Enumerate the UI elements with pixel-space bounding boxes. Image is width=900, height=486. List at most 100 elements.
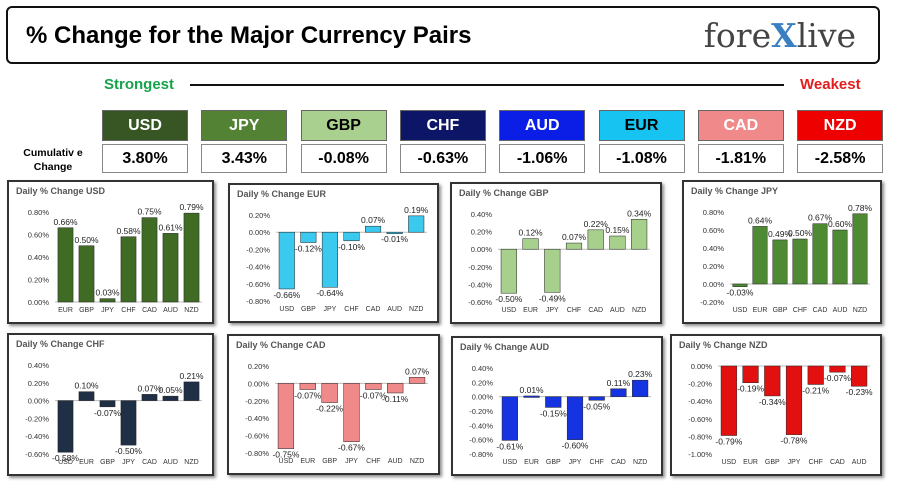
bar-cad xyxy=(365,225,382,233)
chart-title: Daily % Change CHF xyxy=(16,339,105,349)
chart-title: Daily % Change AUD xyxy=(460,342,550,352)
bar-eur xyxy=(752,226,768,285)
currency-code-cad: CAD xyxy=(697,110,784,141)
category-label: EUR xyxy=(79,459,94,466)
category-label: NZD xyxy=(853,307,867,314)
y-tick-label: 0.00% xyxy=(703,280,725,289)
data-label: 0.67% xyxy=(808,213,833,223)
bar-eur xyxy=(742,365,759,383)
bar-aud xyxy=(609,235,626,250)
bar-nzd xyxy=(183,212,200,303)
category-label: JPY xyxy=(122,459,135,466)
bar-cad xyxy=(610,388,627,397)
category-label: CHF xyxy=(590,459,604,466)
y-tick-label: -0.80% xyxy=(246,297,270,306)
chart-panel-aud: Daily % Change AUD 0.40% 0.20% 0.00% -0.20% -… xyxy=(451,336,663,476)
bar-gbp xyxy=(764,365,781,397)
chart-svg-aud: 0.40%0.20%0.00%-0.20%-0.40%-0.60%-0.80%-… xyxy=(469,364,653,466)
bar-aud xyxy=(162,233,179,303)
data-label: -0.34% xyxy=(759,397,786,407)
y-tick-label: 0.20% xyxy=(28,276,50,285)
bar-aud xyxy=(832,229,848,285)
bar-usd xyxy=(500,248,517,294)
category-label: USD xyxy=(58,459,73,466)
bar-eur xyxy=(78,391,95,401)
category-label: AUD xyxy=(833,307,848,314)
data-label: -0.07% xyxy=(294,390,321,400)
bar-jpy xyxy=(544,248,561,293)
y-tick-label: 0.40% xyxy=(471,210,493,219)
y-tick-label: -0.80% xyxy=(245,449,269,458)
chart-panel-chf: Daily % Change CHF 0.40% 0.20% 0.00% -0.20% -… xyxy=(7,333,214,476)
category-label: JPY xyxy=(569,459,582,466)
bar-chf xyxy=(588,396,605,401)
chart-svg-nzd: 0.00% -0.20% -0.40% -0.60% -0.80% -1.00%-0.79… xyxy=(688,362,873,466)
data-label: 0.23% xyxy=(628,369,653,379)
y-tick-label: -0.60% xyxy=(245,432,269,441)
data-label: 0.10% xyxy=(74,381,99,391)
category-label: GBP xyxy=(79,307,94,314)
bar-gbp xyxy=(321,383,338,403)
chart-svg-cad: 0.20% 0.00% -0.20% -0.40% -0.60% -0.80% -0.75%… xyxy=(245,362,429,465)
bar-jpy xyxy=(120,400,137,446)
data-label: -0.60% xyxy=(562,441,589,451)
data-label: 0.07% xyxy=(562,232,587,242)
data-label: -0.07% xyxy=(94,408,121,418)
y-tick-label: -1.00% xyxy=(688,450,712,459)
currency-value-cad: -1.81% xyxy=(697,144,784,173)
bar-usd xyxy=(277,383,295,449)
chart-panel-usd: Daily % Change USD 0.00% 0.20% 0.40% 0.60% 0.… xyxy=(7,180,214,324)
y-tick-label: -0.20% xyxy=(688,380,712,389)
bar-jpy xyxy=(785,365,803,435)
y-tick-label: -0.40% xyxy=(25,432,49,441)
data-label: 0.22% xyxy=(584,219,609,229)
data-label: 0.66% xyxy=(53,217,78,227)
data-label: -0.67% xyxy=(338,443,365,453)
data-label: -0.05% xyxy=(583,401,610,411)
cumulative-change-label: Cumulativ e Change xyxy=(22,146,84,174)
data-label: -0.21% xyxy=(802,385,829,395)
data-label: -0.11% xyxy=(382,394,409,404)
data-label: 0.07% xyxy=(137,383,162,393)
chart-title: Daily % Change EUR xyxy=(237,189,327,199)
category-label: GBP xyxy=(546,459,561,466)
bar-aud xyxy=(851,365,868,387)
bar-chf xyxy=(565,242,583,250)
category-label: CAD xyxy=(366,306,381,313)
data-label: -0.15% xyxy=(540,408,567,418)
category-label: AUD xyxy=(163,459,178,466)
weakest-label: Weakest xyxy=(800,76,861,93)
category-label: CHF xyxy=(366,458,380,465)
bar-chf xyxy=(343,231,360,242)
currency-code-eur: EUR xyxy=(598,110,685,141)
data-label: 0.61% xyxy=(158,222,183,232)
bar-nzd xyxy=(408,215,425,233)
chart-title: Daily % Change JPY xyxy=(691,186,779,196)
category-label: USD xyxy=(279,458,294,465)
bar-aud xyxy=(386,231,403,234)
chart-title: Daily % Change NZD xyxy=(679,340,768,350)
chart-panel-gbp: Daily % Change GBP 0.40% 0.20% 0.00% -0.20% -… xyxy=(450,182,662,324)
bar-jpy xyxy=(321,231,338,288)
y-tick-label: -0.60% xyxy=(246,280,270,289)
category-label: AUD xyxy=(387,306,402,313)
data-label: 0.05% xyxy=(158,385,183,395)
bar-eur xyxy=(522,238,539,250)
bar-nzd xyxy=(183,381,200,401)
bar-gbp xyxy=(78,245,95,303)
category-label: AUD xyxy=(610,307,625,314)
currency-code-jpy: JPY xyxy=(201,110,288,141)
category-label: JPY xyxy=(101,307,114,314)
y-tick-label: 0.20% xyxy=(471,228,493,237)
chart-svg-usd: 0.00% 0.20% 0.40% 0.60% 0.80%0.66% EUR 0.50% GB… xyxy=(28,202,204,314)
data-label: 0.03% xyxy=(95,288,120,298)
category-label: NZD xyxy=(184,307,198,314)
category-label: CAD xyxy=(588,307,603,314)
bar-gbp xyxy=(545,396,562,408)
bar-gbp xyxy=(772,239,788,285)
category-label: EUR xyxy=(753,307,768,314)
y-tick-label: -0.20% xyxy=(245,397,269,406)
data-label: 0.34% xyxy=(627,208,652,218)
data-label: 0.75% xyxy=(137,207,162,217)
bar-jpy xyxy=(99,298,116,303)
